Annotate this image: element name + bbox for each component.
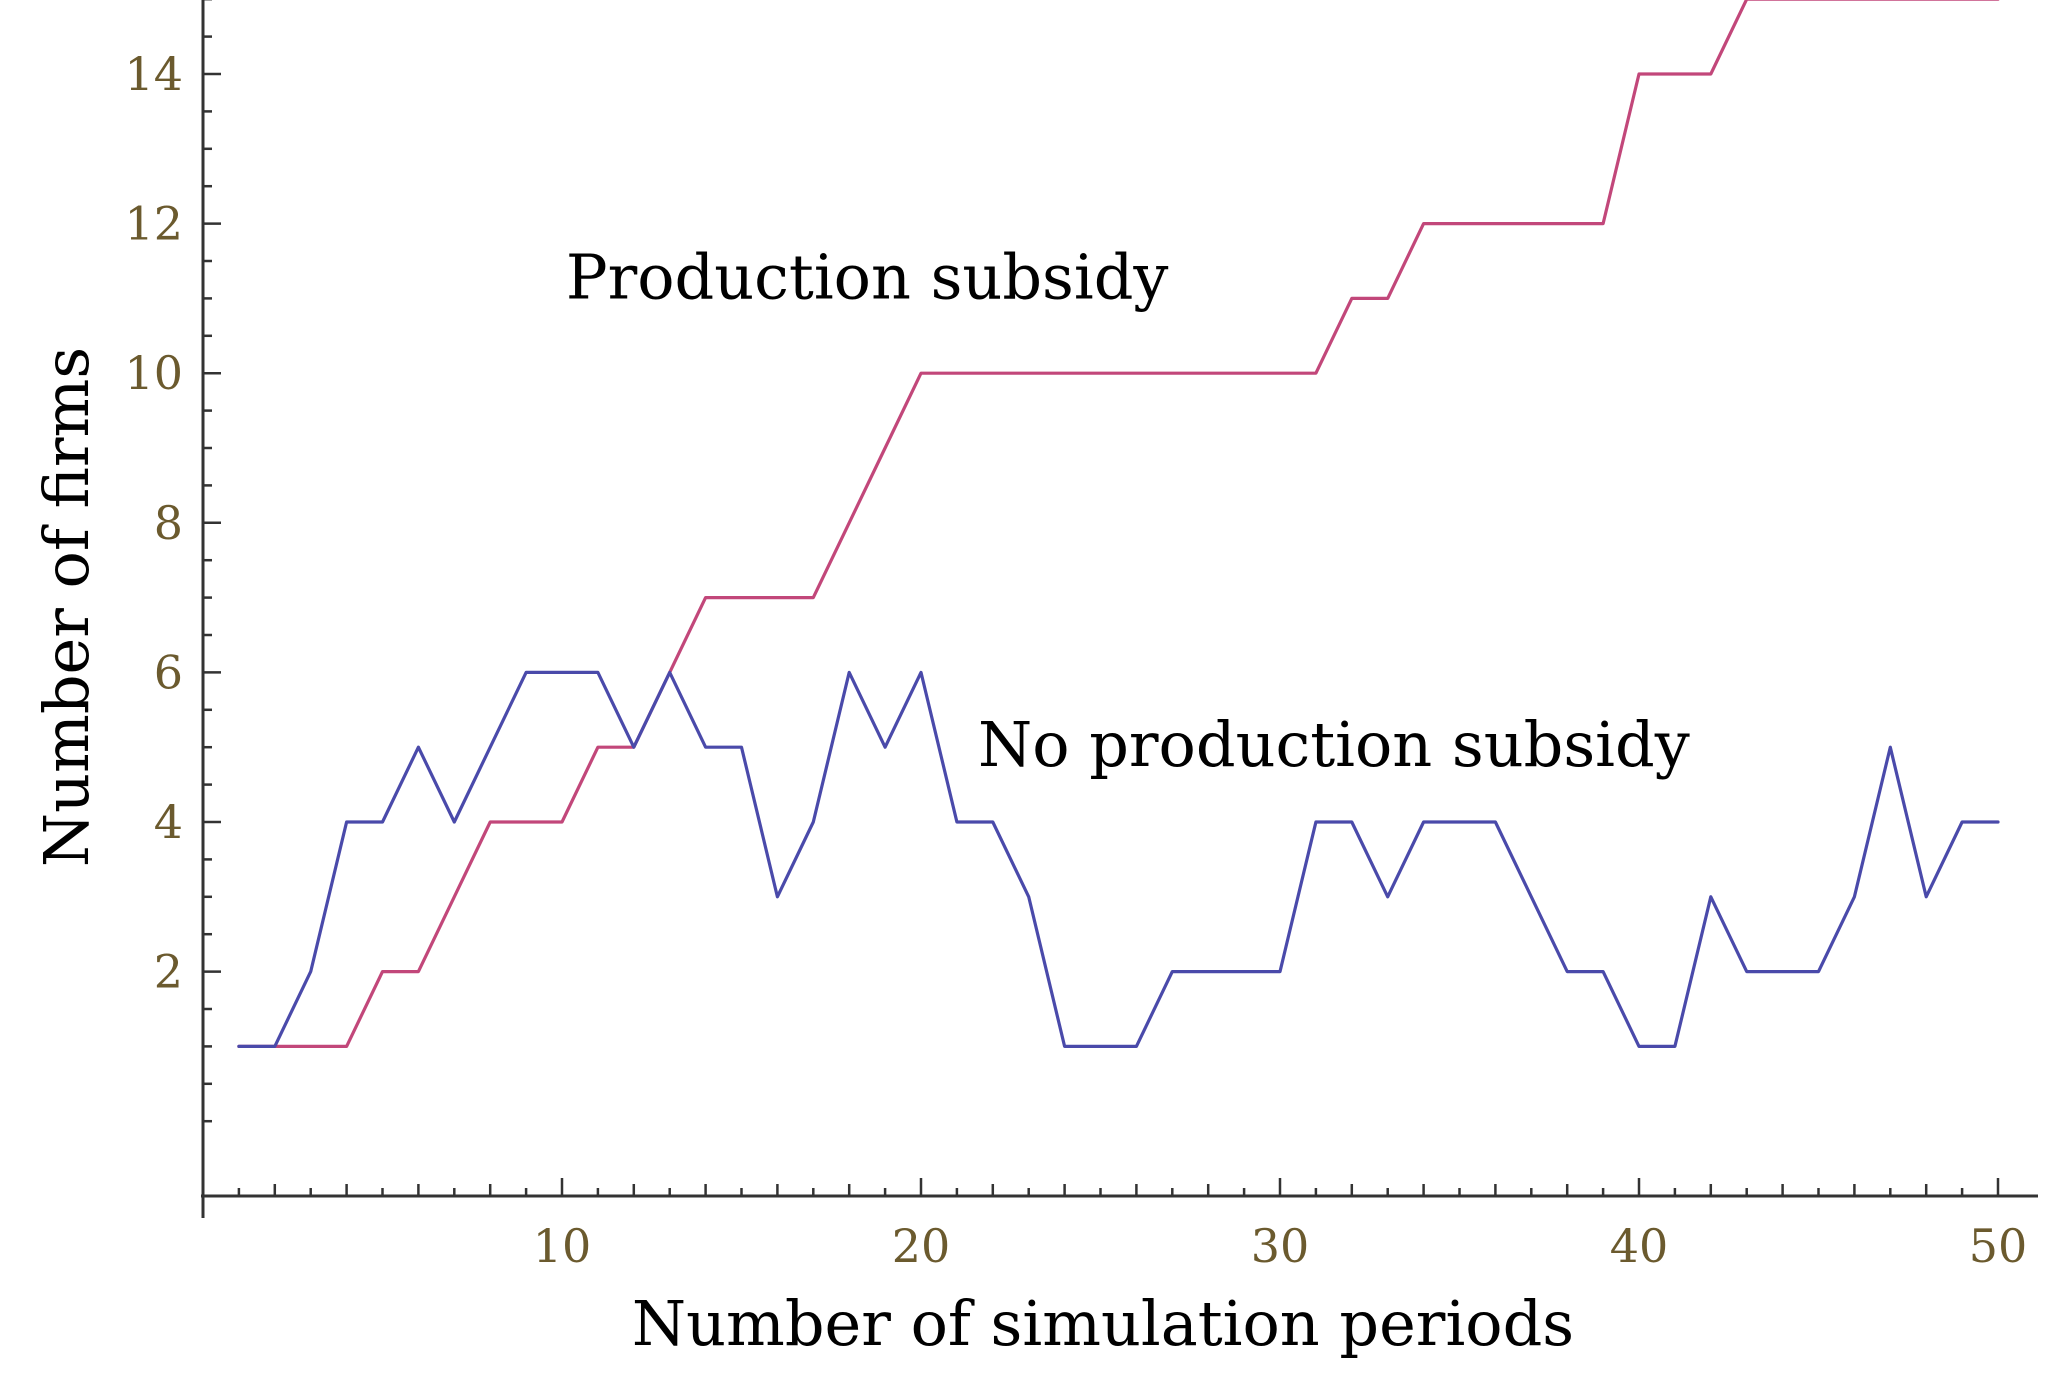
x-tick-label: 20: [892, 1219, 951, 1273]
series-annotation: Production subsidy: [566, 240, 1169, 313]
x-tick-label: 10: [533, 1219, 592, 1273]
y-tick-label: 10: [124, 346, 183, 400]
axes: 10 20 30 40 50 2 4 6 8 10 12 14: [124, 0, 2038, 1273]
series-line: [237, 670, 2000, 1049]
series-layer: [237, 0, 2000, 1049]
series-no-production-subsidy: [237, 670, 2000, 1049]
y-tick-label: 6: [154, 645, 183, 699]
series-production-subsidy: [237, 0, 2000, 1049]
x-tick-label: 30: [1251, 1219, 1310, 1273]
annotation-layer: Production subsidy No production subsidy: [566, 240, 1690, 781]
x-axis-title: Number of simulation periods: [632, 1287, 1574, 1360]
series-annotation: No production subsidy: [978, 708, 1690, 781]
y-tick-label: 2: [154, 945, 183, 999]
series-line: [237, 0, 2000, 1049]
tick-labels: 10 20 30 40 50 2 4 6 8 10 12 14: [124, 47, 2027, 1273]
x-tick-label: 40: [1610, 1219, 1669, 1273]
y-tick-label: 4: [154, 795, 183, 849]
tick-marks: [203, 0, 2000, 1196]
y-tick-label: 8: [154, 496, 183, 550]
x-tick-label: 50: [1969, 1219, 2028, 1273]
y-axis-title: Number of firms: [30, 347, 103, 867]
y-tick-label: 12: [124, 197, 183, 251]
y-tick-label: 14: [124, 47, 183, 101]
